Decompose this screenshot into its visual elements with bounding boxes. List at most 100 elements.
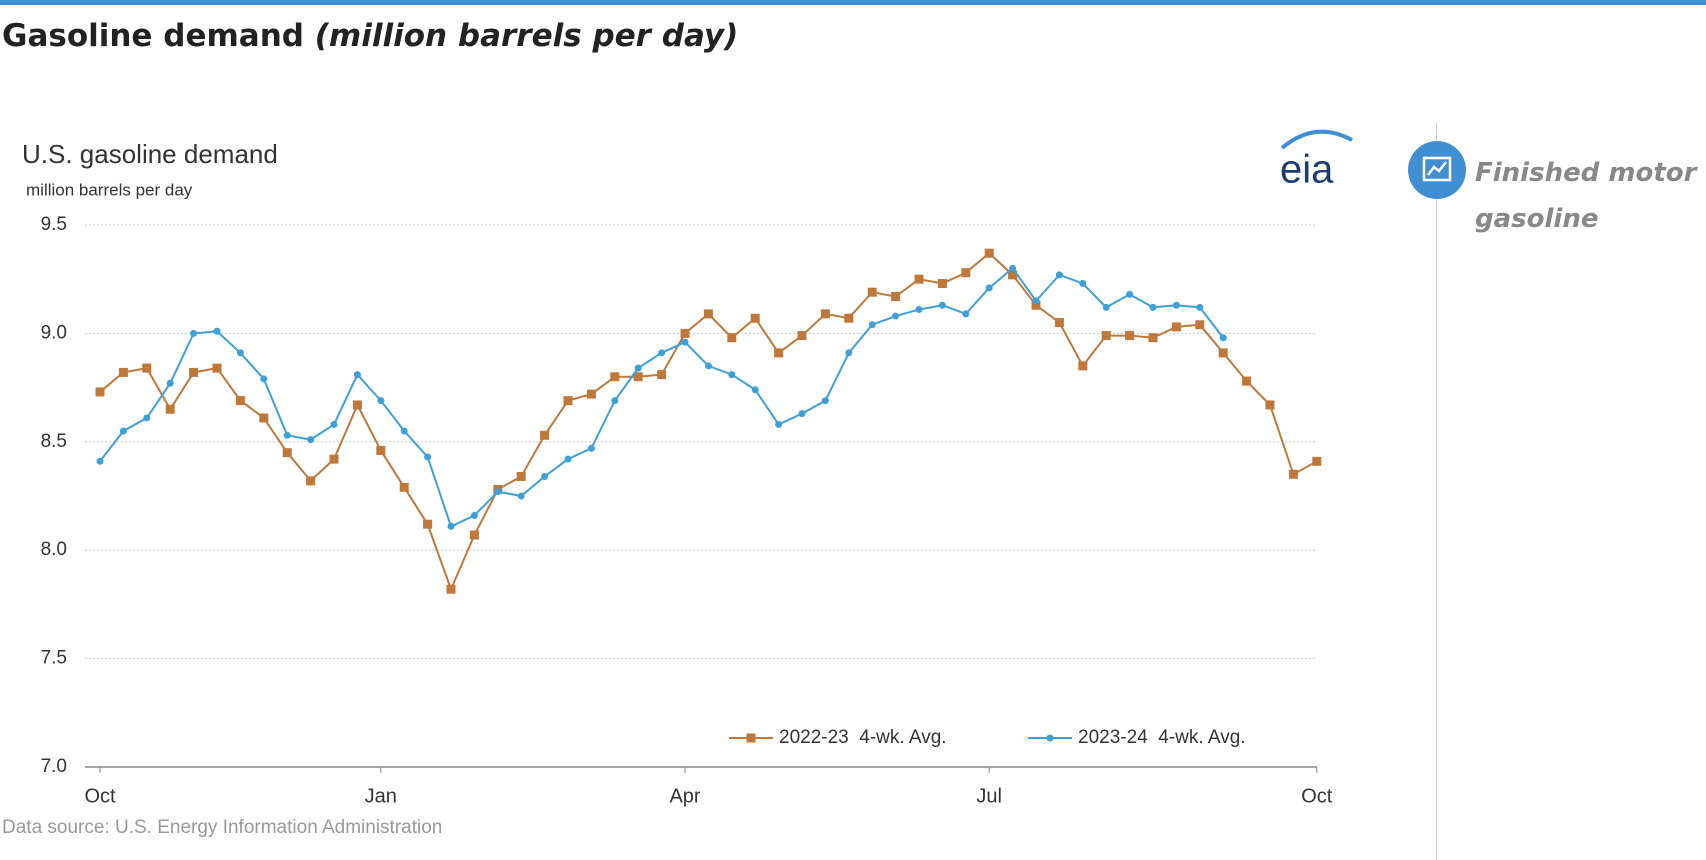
marker: [400, 427, 408, 435]
marker: [446, 584, 456, 594]
marker: [658, 349, 666, 357]
marker: [1126, 290, 1134, 298]
series-line: [99, 266, 1224, 528]
divider: [1436, 122, 1437, 860]
marker: [938, 301, 946, 309]
marker: [353, 371, 361, 379]
marker: [236, 349, 244, 357]
series-line: [99, 251, 1318, 592]
marker: [1055, 271, 1063, 279]
marker: [892, 312, 900, 320]
nav-icon: [1408, 141, 1466, 199]
marker: [633, 372, 643, 382]
marker: [96, 457, 104, 465]
marker: [727, 333, 737, 343]
title-text: Gasoline demand: [2, 18, 304, 54]
marker: [797, 331, 807, 341]
marker: [119, 427, 127, 435]
marker: [494, 488, 502, 496]
marker: [259, 413, 269, 423]
marker: [1032, 297, 1040, 305]
marker: [283, 431, 291, 439]
x-tick-label: Jul: [976, 785, 1002, 807]
marker: [774, 348, 784, 358]
marker: [329, 454, 339, 464]
marker: [868, 321, 876, 329]
marker: [1242, 376, 1252, 386]
marker: [937, 279, 947, 289]
marker: [447, 522, 455, 530]
marker: [634, 364, 642, 372]
marker: [118, 367, 128, 377]
page-title: Gasoline demand (million barrels per day…: [2, 18, 738, 54]
x-tick-label: Oct: [84, 785, 116, 807]
marker: [1079, 280, 1087, 288]
marker: [212, 363, 222, 373]
x-tick-label: Apr: [669, 785, 700, 807]
marker: [704, 362, 712, 370]
marker: [1288, 469, 1298, 479]
marker: [984, 248, 994, 258]
marker: [517, 492, 525, 500]
marker: [750, 313, 760, 323]
marker: [95, 387, 105, 397]
marker: [867, 287, 877, 297]
marker: [1054, 318, 1064, 328]
marker: [213, 327, 221, 335]
marker: [1171, 322, 1181, 332]
marker: [1312, 456, 1322, 466]
marker: [189, 367, 199, 377]
marker: [680, 328, 690, 338]
marker: [190, 329, 198, 337]
marker: [1195, 320, 1205, 330]
marker: [307, 436, 315, 444]
source: Data source: U.S. Energy Information Adm…: [2, 817, 442, 838]
marker: [330, 420, 338, 428]
title-unit: (million barrels per day): [314, 18, 739, 54]
marker: [1196, 303, 1204, 311]
logo-swoosh: [1280, 129, 1353, 150]
x-tick-label: Jan: [365, 785, 397, 807]
marker: [962, 310, 970, 318]
logo: eia: [1280, 148, 1334, 192]
marker: [1101, 331, 1111, 341]
marker: [775, 420, 783, 428]
marker: [399, 482, 409, 492]
marker: [821, 397, 829, 405]
marker: [1172, 301, 1180, 309]
marker: [424, 453, 432, 461]
y-tick-label: 7.0: [41, 756, 67, 777]
marker: [423, 519, 433, 529]
marker: [1148, 333, 1158, 343]
y-tick-label: 8.5: [41, 431, 67, 452]
marker: [142, 363, 152, 373]
marker: [469, 530, 479, 540]
marker: [610, 372, 620, 382]
y-tick-label: 8.0: [41, 539, 67, 560]
y-tick-label: 9.0: [41, 322, 67, 343]
marker: [914, 274, 924, 284]
y-tick-label: 7.5: [41, 648, 67, 669]
marker: [165, 404, 175, 414]
top-bar: [0, 0, 1706, 5]
marker: [540, 430, 550, 440]
marker: [611, 397, 619, 405]
side-nav-item[interactable]: Finished motor gasoline: [1405, 138, 1705, 238]
marker: [282, 448, 292, 458]
nav-label[interactable]: Finished motor gasoline: [1475, 158, 1697, 234]
marker: [1265, 400, 1275, 410]
marker: [143, 414, 151, 422]
marker: [166, 379, 174, 387]
x-tick-label: Oct: [1301, 785, 1333, 807]
marker: [703, 309, 713, 319]
marker: [586, 389, 596, 399]
marker: [1078, 361, 1088, 371]
marker: [798, 410, 806, 418]
legend-label: 2022-23 4-wk. Avg.: [779, 727, 947, 748]
marker: [564, 455, 572, 463]
marker: [470, 512, 478, 520]
marker: [845, 349, 853, 357]
marker: [891, 292, 901, 302]
marker: [587, 444, 595, 452]
